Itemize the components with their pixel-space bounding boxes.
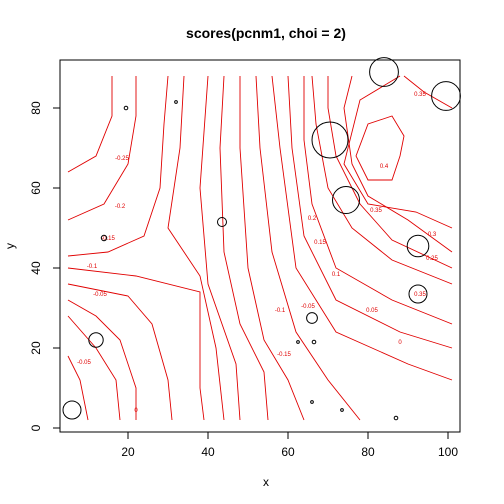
contour-label: 0.2 — [308, 216, 317, 222]
contour-line — [167, 75, 225, 421]
y-axis-label: y — [3, 243, 17, 249]
data-point — [62, 400, 82, 420]
y-tick-label: 60 — [29, 181, 43, 195]
data-point — [311, 339, 317, 345]
contour-label: -0.15 — [277, 352, 291, 358]
contour-label: 0.15 — [314, 240, 326, 246]
data-point — [408, 284, 428, 304]
x-tick-label: 80 — [361, 445, 375, 459]
data-point — [310, 400, 314, 404]
data-point — [340, 408, 344, 412]
contour-line — [403, 75, 453, 109]
contour-label: 0.3 — [428, 232, 437, 238]
data-point — [100, 234, 108, 242]
data-point — [306, 312, 318, 324]
contour-line — [327, 76, 453, 269]
data-point — [296, 340, 300, 344]
chart-title: scores(pcnm1, choi = 2) — [186, 25, 346, 41]
x-tick-label: 60 — [281, 445, 295, 459]
data-point — [332, 186, 360, 214]
contour-label: -0.1 — [87, 264, 98, 270]
contour-line — [199, 75, 241, 421]
data-point — [174, 100, 178, 104]
contour-line — [67, 299, 137, 420]
contour-line — [303, 76, 453, 325]
contour-label: -0.05 — [301, 304, 315, 310]
y-tick-label: 80 — [29, 101, 43, 115]
contour-line — [219, 75, 269, 421]
data-point — [393, 415, 399, 421]
data-point — [217, 217, 227, 227]
contour-line — [311, 75, 453, 285]
contour-label: -0.2 — [115, 204, 126, 210]
data-point — [123, 105, 129, 111]
contour-line — [355, 115, 405, 181]
contour-line — [67, 267, 205, 421]
contour-line — [67, 76, 113, 173]
contour-label: -0.05 — [93, 292, 107, 298]
contour-label: 0.35 — [414, 292, 426, 298]
contour-label: 0 — [398, 340, 402, 346]
contour-label: 0.05 — [366, 308, 378, 314]
data-point — [88, 332, 104, 348]
contour-line — [271, 75, 453, 381]
contour-layer: -0.05 -0.05 -0.1 -0.15 -0.2 -0.25 0 -0.1 -0.05 -0… — [67, 75, 453, 421]
x-tick-label: 40 — [201, 445, 215, 459]
axis-layer: 20 40 60 80 100 0 20 40 60 80 — [29, 101, 458, 459]
data-point — [311, 121, 349, 159]
contour-line — [255, 75, 361, 421]
y-tick-label: 20 — [29, 341, 43, 355]
contour-line — [239, 76, 305, 421]
contour-label: 0.25 — [426, 256, 438, 262]
contour-line — [67, 76, 137, 221]
contour-label: -0.1 — [275, 308, 286, 314]
x-tick-label: 20 — [121, 445, 135, 459]
contour-line — [67, 315, 121, 421]
contour-label: 0.35 — [414, 92, 426, 98]
contour-line — [67, 283, 173, 421]
contour-label: 0.4 — [380, 164, 389, 170]
y-tick-label: 0 — [29, 424, 43, 431]
contour-line — [67, 75, 169, 257]
data-point — [406, 234, 430, 258]
contour-label: -0.15 — [101, 236, 115, 242]
x-tick-label: 100 — [438, 445, 458, 459]
contour-line — [287, 75, 453, 349]
data-point — [369, 57, 399, 87]
x-axis-label: x — [263, 475, 269, 489]
contour-label: 0.1 — [332, 272, 341, 278]
contour-label: 0 — [134, 408, 138, 414]
contour-label: -0.05 — [77, 360, 91, 366]
contour-line — [67, 355, 89, 421]
contour-line — [343, 75, 453, 253]
point-layer — [62, 57, 461, 421]
contour-label: -0.25 — [115, 156, 129, 162]
contour-line — [343, 75, 453, 229]
contour-label: 0.35 — [370, 208, 382, 214]
y-tick-label: 40 — [29, 261, 43, 275]
